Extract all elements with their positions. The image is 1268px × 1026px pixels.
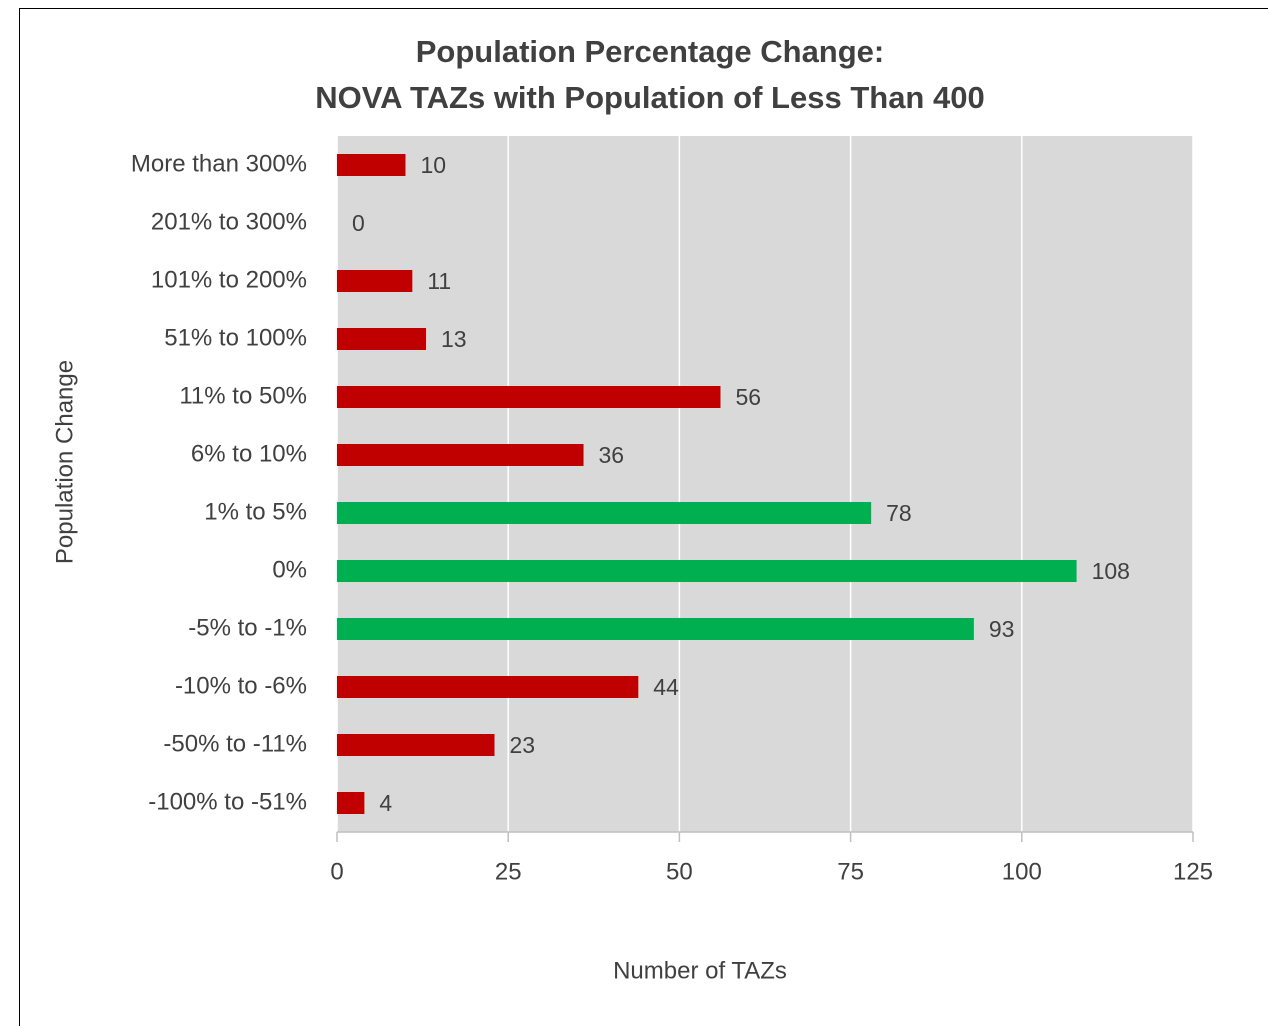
bar [337, 154, 406, 176]
data-label: 4 [379, 790, 392, 816]
x-tick-label: 0 [330, 858, 343, 885]
x-tick-label: 75 [837, 858, 864, 885]
data-label: 36 [599, 442, 625, 468]
y-tick-label: More than 300% [131, 150, 307, 177]
bar [337, 618, 974, 640]
y-tick-label: 1% to 5% [204, 498, 307, 525]
y-tick-label: -100% to -51% [148, 788, 307, 815]
data-label: 108 [1092, 558, 1130, 584]
x-tick-label: 25 [495, 858, 522, 885]
data-label: 0 [352, 210, 365, 236]
data-label: 23 [510, 732, 536, 758]
bar [337, 792, 365, 814]
y-tick-label: 0% [272, 556, 307, 583]
bar [337, 560, 1077, 582]
y-tick-label: -5% to -1% [188, 614, 307, 641]
y-tick-label: 51% to 100% [164, 324, 307, 351]
x-tick-label: 100 [1002, 858, 1042, 885]
y-tick-label: -50% to -11% [163, 730, 307, 757]
data-label: 13 [441, 326, 467, 352]
bar [337, 734, 495, 756]
data-label: 11 [427, 268, 451, 294]
bar [337, 328, 427, 350]
bar [337, 386, 721, 408]
y-tick-label: -10% to -6% [175, 672, 307, 699]
data-label: 44 [653, 674, 679, 700]
chart-title: Population Percentage Change: [416, 34, 885, 69]
data-label: 78 [886, 500, 912, 526]
bar [337, 502, 872, 524]
bar [337, 444, 584, 466]
y-tick-label: 6% to 10% [191, 440, 307, 467]
bar [337, 270, 413, 292]
data-label: 56 [735, 384, 761, 410]
data-label: 10 [420, 152, 446, 178]
y-tick-label: 101% to 200% [151, 266, 307, 293]
data-label: 93 [989, 616, 1015, 642]
x-tick-label: 125 [1173, 858, 1213, 885]
x-axis-label: Number of TAZs [613, 957, 787, 984]
x-tick-label: 50 [666, 858, 693, 885]
chart-title: NOVA TAZs with Population of Less Than 4… [315, 80, 984, 115]
bar [337, 676, 639, 698]
y-tick-label: 11% to 50% [179, 382, 307, 409]
y-tick-label: 201% to 300% [151, 208, 307, 235]
y-axis-label: Population Change [51, 360, 78, 564]
plot-area [337, 136, 1193, 832]
